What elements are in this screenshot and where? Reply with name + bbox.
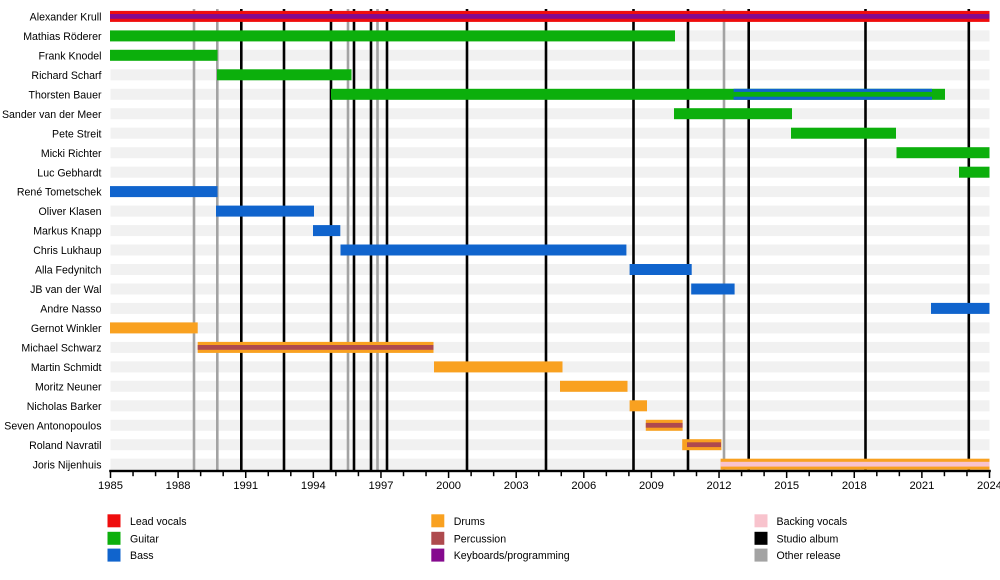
svg-text:1988: 1988 [166, 480, 191, 492]
svg-text:Alla Fedynitch: Alla Fedynitch [35, 265, 102, 277]
svg-text:Lead vocals: Lead vocals [130, 516, 187, 528]
svg-text:Oliver Klasen: Oliver Klasen [39, 206, 102, 218]
svg-text:Backing vocals: Backing vocals [777, 516, 848, 528]
svg-text:2015: 2015 [774, 480, 799, 492]
svg-text:Alexander Krull: Alexander Krull [30, 12, 102, 24]
svg-text:Micki Richter: Micki Richter [41, 148, 102, 160]
svg-text:Chris Lukhaup: Chris Lukhaup [33, 245, 101, 257]
svg-text:René Tometschek: René Tometschek [17, 187, 102, 199]
svg-text:1994: 1994 [301, 480, 326, 492]
svg-text:Studio album: Studio album [777, 533, 839, 545]
svg-text:2012: 2012 [707, 480, 732, 492]
svg-text:Joris Nijenhuis: Joris Nijenhuis [33, 459, 102, 471]
svg-text:2000: 2000 [436, 480, 461, 492]
svg-text:2018: 2018 [842, 480, 867, 492]
svg-text:Moritz Neuner: Moritz Neuner [35, 381, 102, 393]
svg-text:Mathias Röderer: Mathias Röderer [23, 31, 102, 43]
svg-text:Nicholas Barker: Nicholas Barker [27, 401, 102, 413]
svg-text:2006: 2006 [571, 480, 596, 492]
svg-text:Keyboards/programming: Keyboards/programming [454, 550, 570, 562]
svg-text:1991: 1991 [233, 480, 258, 492]
svg-text:Roland Navratil: Roland Navratil [29, 440, 101, 452]
svg-text:Drums: Drums [454, 516, 485, 528]
svg-text:Guitar: Guitar [130, 533, 159, 545]
svg-text:1997: 1997 [369, 480, 394, 492]
svg-text:1985: 1985 [98, 480, 123, 492]
svg-text:Frank Knodel: Frank Knodel [38, 50, 101, 62]
svg-text:Andre Nasso: Andre Nasso [40, 304, 101, 316]
svg-text:Percussion: Percussion [454, 533, 507, 545]
svg-text:Martin Schmidt: Martin Schmidt [31, 362, 102, 374]
svg-text:2021: 2021 [909, 480, 934, 492]
svg-text:2009: 2009 [639, 480, 664, 492]
svg-text:Pete Streit: Pete Streit [52, 128, 102, 140]
svg-text:2003: 2003 [504, 480, 529, 492]
svg-text:Other release: Other release [777, 550, 841, 562]
svg-text:Markus Knapp: Markus Knapp [33, 226, 101, 238]
svg-text:Gernot Winkler: Gernot Winkler [31, 323, 102, 335]
svg-text:JB van der Wal: JB van der Wal [30, 284, 101, 296]
svg-text:2024: 2024 [977, 480, 1000, 492]
svg-text:Richard Scharf: Richard Scharf [31, 70, 101, 82]
svg-text:Michael Schwarz: Michael Schwarz [21, 343, 101, 355]
svg-text:Seven Antonopoulos: Seven Antonopoulos [4, 420, 101, 432]
svg-text:Thorsten Bauer: Thorsten Bauer [28, 89, 101, 101]
svg-text:Sander van der Meer: Sander van der Meer [2, 109, 102, 121]
svg-text:Luc Gebhardt: Luc Gebhardt [37, 167, 101, 179]
svg-text:Bass: Bass [130, 550, 154, 562]
